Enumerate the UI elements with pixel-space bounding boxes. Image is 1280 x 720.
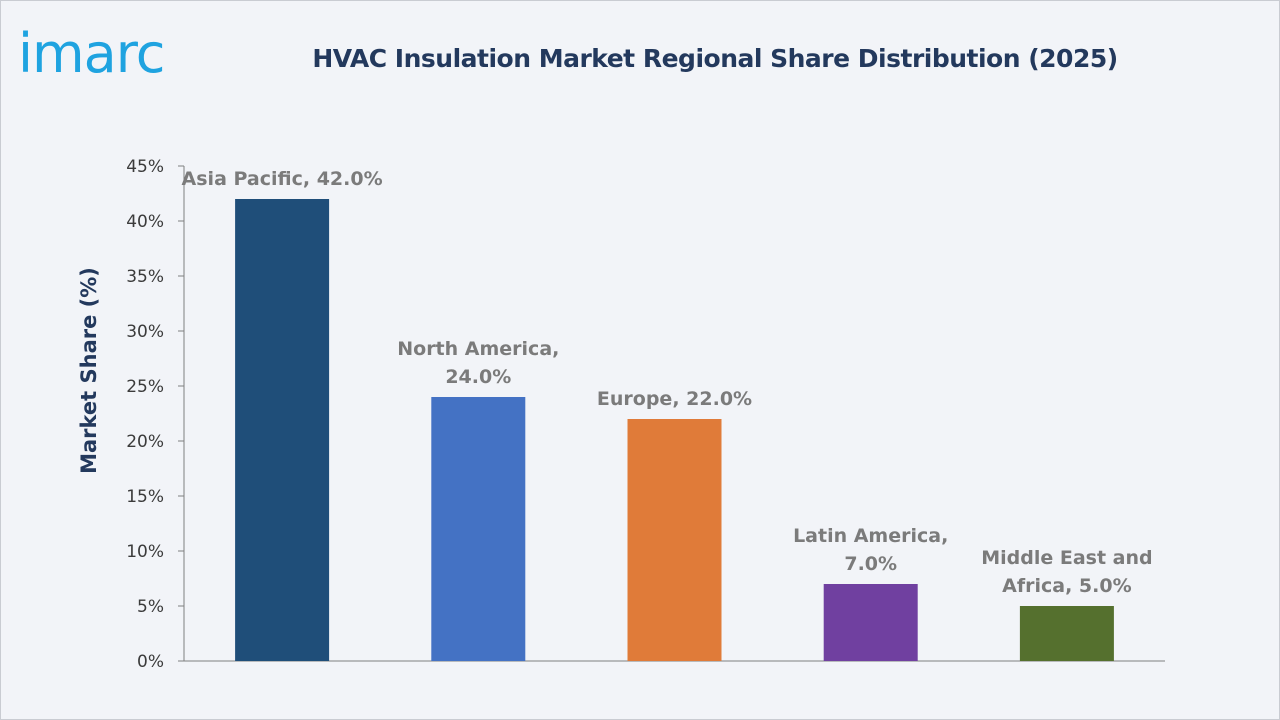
y-axis-label: Market Share (%): [77, 267, 101, 474]
data-label: 7.0%: [844, 553, 897, 575]
y-tick-label: 25%: [126, 377, 164, 397]
logo-text: imarc: [18, 22, 164, 80]
y-tick-label: 20%: [126, 432, 164, 452]
data-label: Asia Pacific, 42.0%: [182, 168, 383, 190]
data-label: Middle East and: [981, 547, 1152, 569]
y-tick-label: 30%: [126, 322, 164, 342]
bar-latin-america: [823, 584, 918, 661]
data-label: Europe, 22.0%: [597, 388, 752, 410]
bar-north-america: [431, 397, 526, 661]
chart-data-labels: Asia Pacific, 42.0% North America, 24.0% Eu…: [182, 168, 1153, 597]
data-label: Latin America,: [793, 525, 948, 547]
y-tick-label: 40%: [126, 212, 164, 232]
imarc-logo-icon: imarc: [18, 22, 165, 80]
chart-title: HVAC Insulation Market Regional Share Di…: [312, 44, 1118, 73]
bar-middle-east-and-africa: [1019, 606, 1114, 661]
y-tick-label: 35%: [126, 267, 164, 287]
data-label: 24.0%: [445, 366, 511, 388]
data-label: North America,: [397, 338, 559, 360]
bar-asia-pacific: [235, 199, 330, 661]
y-tick-label: 0%: [137, 652, 164, 672]
y-tick-label: 5%: [137, 597, 164, 617]
bar-europe: [627, 419, 722, 661]
brand-logo: imarc: [18, 14, 203, 80]
y-tick-label: 10%: [126, 542, 164, 562]
y-tick-label: 15%: [126, 487, 164, 507]
y-tick-label: 45%: [126, 157, 164, 177]
chart-bars: [235, 199, 1114, 661]
data-label: Africa, 5.0%: [1002, 575, 1131, 597]
chart-axes: 0% 5% 10% 15% 20% 25% 30% 35% 40% 45%: [126, 157, 1165, 672]
